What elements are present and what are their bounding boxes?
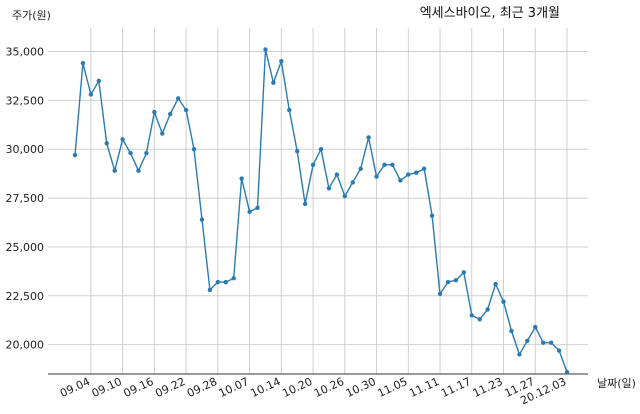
- data-point: [318, 146, 324, 152]
- data-point: [199, 217, 205, 222]
- data-point: [564, 369, 570, 375]
- data-point: [152, 109, 157, 115]
- y-tick-label: 32,500: [6, 94, 45, 107]
- data-point: [406, 172, 411, 177]
- data-point: [96, 78, 102, 83]
- x-tick-label: 09.28: [185, 375, 219, 400]
- x-tick-label: 10.20: [280, 375, 314, 400]
- data-point: [517, 352, 522, 357]
- chart-title: 엑세스바이오, 최근 3개월: [420, 6, 560, 21]
- data-point: [342, 193, 348, 199]
- data-point: [429, 213, 435, 218]
- y-tick-label: 25,000: [6, 241, 45, 254]
- data-point: [175, 96, 181, 101]
- y-axis-title: 주가(원): [12, 9, 51, 22]
- data-point: [509, 328, 514, 334]
- data-point: [540, 340, 546, 345]
- data-point: [421, 166, 427, 171]
- data-point: [485, 307, 490, 312]
- data-point: [231, 276, 236, 281]
- data-point: [191, 146, 197, 152]
- data-point: [263, 47, 268, 52]
- data-point: [168, 111, 173, 117]
- data-point: [88, 92, 94, 97]
- y-tick-label: 30,000: [6, 143, 45, 156]
- data-point: [287, 107, 292, 113]
- data-point: [215, 279, 221, 285]
- data-point: [72, 152, 78, 158]
- y-tick-labels: 20,000 22,500 25,000 27,500 30,000 32,500 35,0…: [6, 45, 45, 351]
- data-point: [104, 141, 109, 146]
- data-point: [136, 168, 141, 173]
- data-point: [477, 317, 482, 322]
- y-tick-label: 20,000: [6, 339, 45, 352]
- data-point: [271, 80, 276, 85]
- data-point: [366, 135, 371, 140]
- data-point: [398, 178, 403, 183]
- y-tick-label: 35,000: [6, 45, 45, 58]
- data-point: [453, 277, 459, 283]
- data-point: [461, 270, 467, 275]
- data-point: [350, 180, 355, 185]
- data-point: [548, 340, 554, 345]
- data-point: [294, 148, 300, 154]
- data-point: [493, 281, 498, 287]
- x-tick-label: 09.10: [90, 375, 124, 400]
- x-tick-label: 10.14: [249, 375, 283, 400]
- data-point: [144, 150, 149, 156]
- data-point: [358, 166, 363, 171]
- data-point: [120, 137, 125, 142]
- data-point: [556, 348, 562, 353]
- grid: [48, 28, 588, 374]
- data-point: [160, 131, 165, 136]
- x-tick-label: 11.11: [407, 375, 441, 400]
- x-tick-label: 10.26: [312, 375, 346, 400]
- data-point: [501, 299, 506, 304]
- data-point: [414, 170, 419, 175]
- y-tick-label: 22,500: [6, 290, 45, 303]
- data-point: [533, 324, 538, 330]
- x-tick-label: 09.16: [122, 375, 156, 400]
- data-point: [445, 279, 451, 285]
- data-point: [334, 172, 340, 177]
- x-tick-label: 11.23: [471, 375, 505, 400]
- data-point: [255, 205, 260, 211]
- x-tick-label: 11.17: [439, 375, 473, 400]
- x-tick-label: 11.05: [376, 375, 410, 400]
- x-tick-label: 09.22: [153, 375, 187, 400]
- data-point: [382, 162, 387, 168]
- price-line: [74, 48, 568, 373]
- x-axis-title: 날짜(일): [597, 376, 636, 390]
- data-point: [525, 338, 530, 343]
- y-tick-label: 27,500: [6, 192, 45, 205]
- data-point: [80, 60, 86, 66]
- x-tick-label: 09.04: [58, 375, 92, 400]
- data-point: [223, 279, 228, 285]
- data-point: [128, 150, 133, 156]
- data-point: [247, 209, 252, 214]
- x-tick-label: 10.07: [217, 375, 251, 400]
- x-tick-label: 10.30: [344, 375, 378, 400]
- data-point: [374, 174, 379, 179]
- data-point: [207, 287, 213, 293]
- data-point: [183, 107, 189, 113]
- data-point: [469, 313, 474, 318]
- data-point: [279, 59, 284, 64]
- price-series: [72, 47, 570, 375]
- data-point: [239, 176, 244, 181]
- data-point: [390, 162, 395, 168]
- data-point: [326, 186, 332, 191]
- data-point: [437, 291, 443, 297]
- x-tick-labels: 09.0409.1009.1609.2209.2810.0710.1410.20…: [58, 375, 568, 407]
- data-point: [310, 162, 316, 168]
- data-point: [112, 168, 117, 173]
- data-point: [302, 201, 308, 207]
